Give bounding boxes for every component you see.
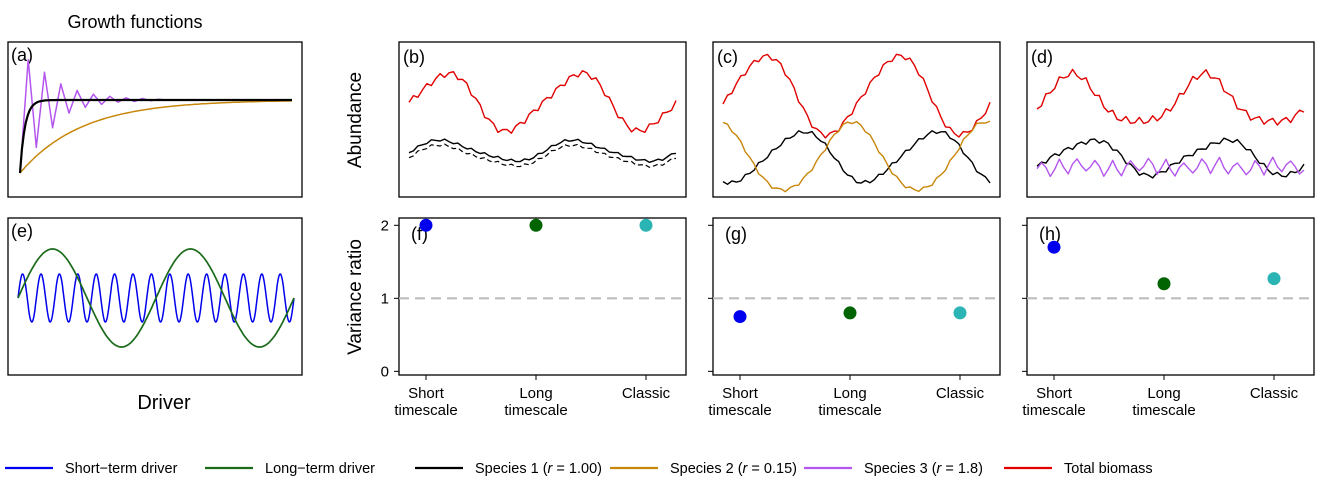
abundance-ylabel: Abundance [345,72,366,168]
abundance-line-species-1 [722,130,991,186]
x-tick-label: timescale [708,402,771,419]
legend-label: Short−term driver [65,461,178,477]
panel-e-letter: (e) [11,221,33,241]
x-tick-label: Long [519,385,552,402]
growth-line-species-3 [19,59,292,174]
x-tick-label: Classic [936,385,985,402]
x-tick-label: Short [722,385,759,402]
legend-label: Species 1 (r = 1.00) [475,461,602,477]
legend-label: Species 2 (r = 0.15) [670,461,797,477]
driver-xlabel: Driver [137,392,191,414]
panel-f-frame [398,217,687,376]
panel-a-letter: (a) [11,45,33,65]
panel-a-frame [7,41,303,198]
x-tick-label: Long [1147,385,1180,402]
x-tick-label: Long [833,385,866,402]
variance-ylabel: Variance ratio [345,239,366,355]
point-g-classic [953,306,967,320]
growth-line-species-1 [18,98,292,174]
y-tick-label: 1 [381,290,389,307]
x-tick-label: timescale [504,402,567,419]
panel-d-letter: (d) [1031,47,1053,67]
panel-h-frame [1026,217,1315,376]
panel-h-letter: (h) [1039,224,1061,244]
abundance-line-species-3 [1036,156,1305,178]
x-tick-label: timescale [818,402,881,419]
point-f-long-timescale [529,218,543,232]
point-h-long-timescale [1157,277,1171,291]
panel-e-frame [7,217,303,376]
growth-line-species-2 [19,100,292,174]
panel-g-letter: (g) [725,224,747,244]
abundance-line-species-1-dashed [408,143,677,168]
x-tick-label: timescale [1022,402,1085,419]
legend-label: Long−term driver [265,461,375,477]
abundance-line-species-1 [1036,137,1305,179]
panel-b-letter: (b) [403,47,425,67]
x-tick-label: timescale [1132,402,1195,419]
panel-g-frame [712,217,1001,376]
abundance-line-species-2 [722,120,991,193]
point-h-classic [1267,272,1281,286]
panel-d-frame [1026,41,1315,198]
y-tick-label: 0 [381,363,389,380]
y-tick-label: 2 [381,217,389,234]
x-tick-label: timescale [394,402,457,419]
panel-c-frame [712,41,1001,198]
legend-label: Total biomass [1064,461,1153,477]
x-tick-label: Classic [1250,385,1299,402]
abundance-line-total-biomass [408,69,677,134]
panel-c-letter: (c) [717,47,738,67]
point-h-short-timescale [1047,240,1061,254]
point-f-classic [639,218,653,232]
x-tick-label: Short [1036,385,1073,402]
legend-label: Species 3 (r = 1.8) [864,461,983,477]
point-g-long-timescale [843,306,857,320]
abundance-line-species-1 [408,138,677,164]
x-tick-label: Short [408,385,445,402]
growth-title: Growth functions [67,12,202,32]
abundance-line-total-biomass [722,53,991,139]
abundance-line-total-biomass [1036,68,1305,126]
x-tick-label: Classic [622,385,671,402]
point-g-short-timescale [733,310,747,324]
legend: Short−term driver Long−term driver Species… [5,461,1153,477]
driver-line-long-term [17,248,295,348]
point-f-short-timescale [419,218,433,232]
panel-b-frame [398,41,687,198]
